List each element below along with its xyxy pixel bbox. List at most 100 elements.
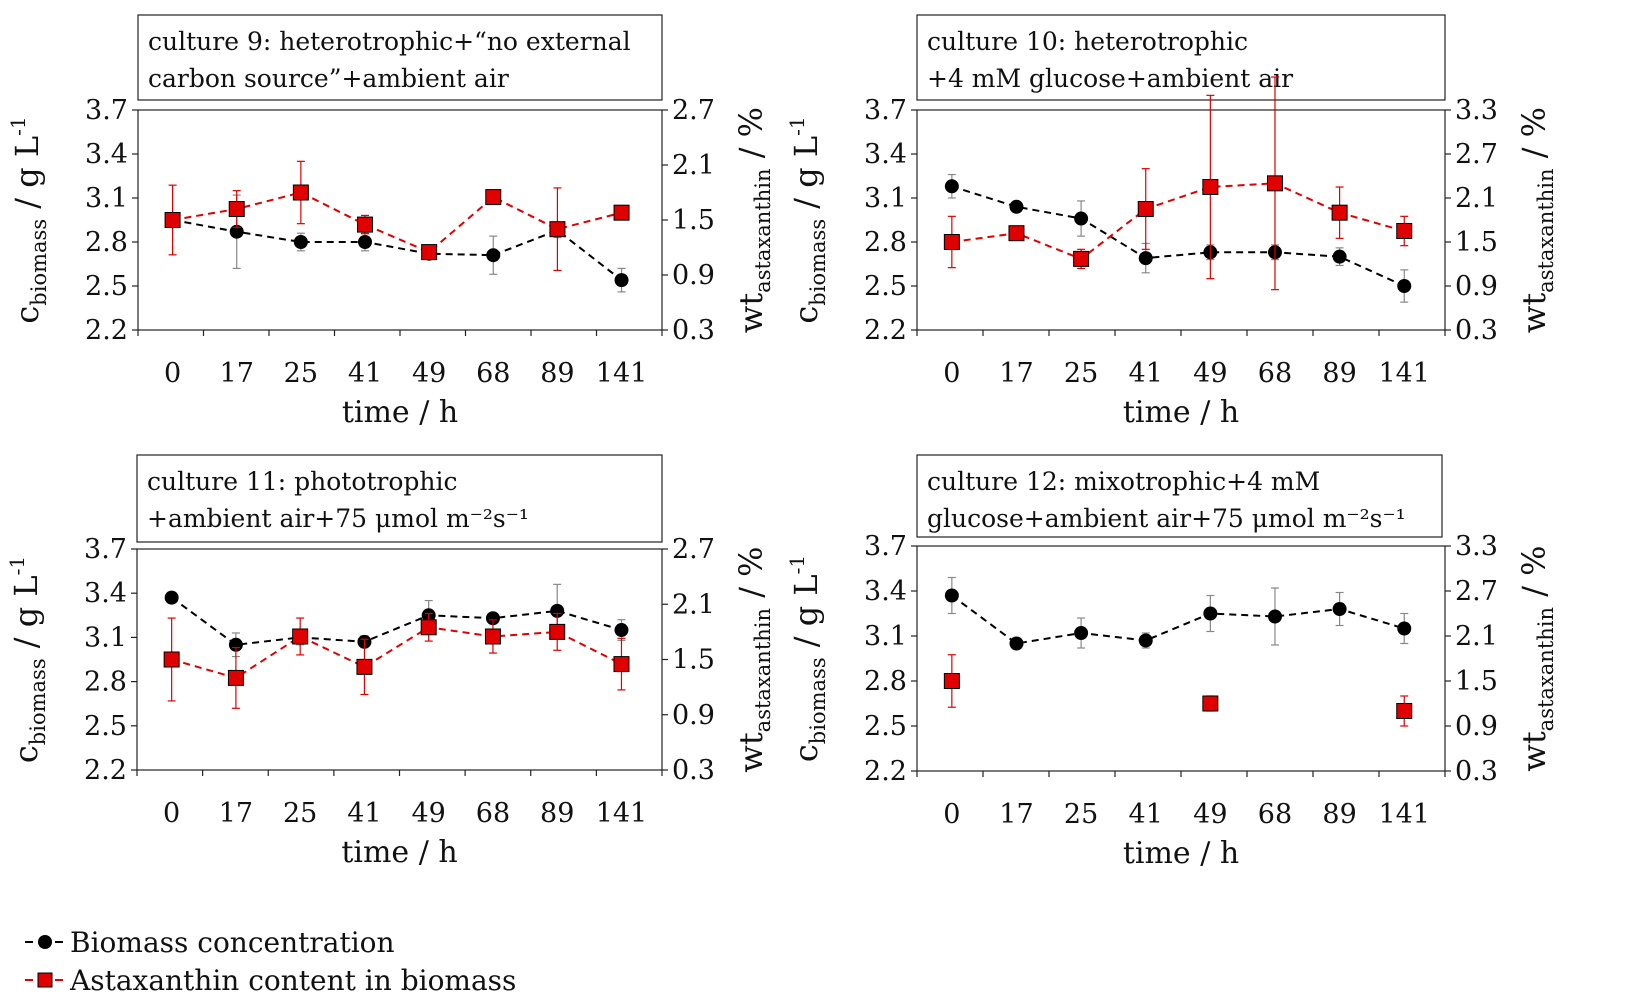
data-point-biomass: [1397, 621, 1412, 636]
y-right-tick-label: 3.3: [1455, 531, 1498, 562]
chart-panel-3: 2.2 2.5 2.8 3.1 3.4 3.7 0.3 0.9 1.5 2.1 2.7 0 17 25 41…: [5, 454, 775, 870]
y-left-tick-label: 3.4: [85, 139, 128, 170]
data-point-astaxanthin: [421, 244, 438, 261]
data-point-biomass: [1009, 199, 1024, 214]
x-tick-label: 17: [219, 798, 253, 829]
legend-item-biomass: Biomass concentration: [25, 926, 395, 959]
y-left-tick-label: 2.5: [85, 271, 128, 302]
y-left-tick-label: 2.8: [864, 666, 907, 697]
chart-panels: 2.2 2.5 2.8 3.1 3.4 3.7 0.3 0.9 1.5 2.1 2.7 0 17 25 41…: [5, 14, 1558, 871]
data-point-biomass: [944, 588, 959, 603]
series-line: [951, 594, 1405, 645]
y-right-tick-label: 1.5: [1455, 666, 1498, 697]
y-left-axis-title: cbiomass / g L-1: [785, 116, 830, 323]
x-tick-label: 0: [164, 358, 181, 389]
data-point-astaxanthin: [549, 221, 566, 238]
data-point-astaxanthin: [420, 619, 437, 636]
x-tick-label: 49: [412, 358, 446, 389]
y-left-tick-label: 2.2: [85, 315, 128, 346]
data-point-astaxanthin: [1073, 250, 1090, 267]
data-point-biomass: [614, 623, 629, 638]
y-left-tick-label: 2.5: [84, 711, 127, 742]
legend-astaxanthin-label: Astaxanthin content in biomass: [69, 964, 516, 997]
y-right-axis-title: wtastaxanthin / %: [1515, 545, 1558, 771]
y-right-tick-label: 1.5: [672, 645, 715, 676]
y-left-tick-label: 3.7: [85, 95, 128, 126]
y-left-tick-label: 3.1: [864, 621, 907, 652]
y-right-tick-label: 0.3: [672, 755, 715, 786]
y-left-axis-title: cbiomass / g L-1: [785, 555, 830, 762]
y-right-tick-label: 2.1: [1455, 183, 1498, 214]
y-right-tick-label: 0.9: [1455, 271, 1498, 302]
y-right-tick-label: 2.7: [672, 95, 715, 126]
data-point-astaxanthin: [613, 204, 630, 221]
y-left-tick-label: 2.2: [864, 315, 907, 346]
y-right-tick-label: 2.7: [1455, 576, 1498, 607]
y-left-tick-label: 3.7: [864, 95, 907, 126]
y-right-axis-title: wtastaxanthin / %: [732, 107, 775, 333]
x-tick-label: 141: [596, 358, 648, 389]
x-tick-label: 141: [596, 798, 648, 829]
y-right-tick-label: 1.5: [1455, 227, 1498, 258]
x-tick-label: 0: [943, 799, 960, 830]
x-tick-label: 25: [283, 798, 317, 829]
data-point-astaxanthin: [163, 651, 180, 668]
series-astaxanthin: [943, 654, 1413, 727]
y-left-tick-label: 2.5: [864, 711, 907, 742]
y-left-axis-title: cbiomass / g L-1: [6, 116, 51, 323]
y-right-tick-label: 2.7: [1455, 139, 1498, 170]
title-line-1: culture 10: heterotrophic: [927, 27, 1248, 56]
data-point-biomass: [1009, 636, 1024, 651]
title-box: [916, 454, 1443, 538]
data-point-astaxanthin: [292, 184, 309, 201]
plot-area: [137, 109, 663, 331]
x-tick-label: 25: [1064, 799, 1098, 830]
series-biomass: [944, 576, 1412, 651]
y-left-tick-label: 3.1: [84, 622, 127, 653]
y-right-tick-label: 2.7: [672, 534, 715, 565]
title-box: [916, 14, 1446, 101]
y-left-tick-label: 3.4: [864, 139, 907, 170]
data-point-astaxanthin: [1008, 225, 1025, 242]
x-axis-title: time / h: [342, 395, 458, 430]
data-point-biomass: [1267, 609, 1282, 624]
y-left-tick-label: 2.2: [864, 756, 907, 787]
x-tick-label: 41: [1129, 358, 1163, 389]
plot-area: [136, 548, 663, 771]
data-point-astaxanthin: [485, 189, 502, 206]
title-line-1: culture 11: phototrophic: [147, 467, 458, 496]
chart-panel-2: 2.2 2.5 2.8 3.1 3.4 3.7 0.3 0.9 1.5 2.1 2.7 3.3 0 17 2…: [785, 14, 1558, 430]
data-point-astaxanthin: [1266, 175, 1283, 192]
chart-panel-4: 2.2 2.5 2.8 3.1 3.4 3.7 0.3 0.9 1.5 2.1 2.7 3.3 0 17 2…: [785, 454, 1558, 871]
series-biomass: [944, 173, 1412, 303]
data-point-astaxanthin: [613, 656, 630, 673]
y-right-tick-label: 1.5: [672, 205, 715, 236]
x-tick-label: 68: [476, 798, 510, 829]
y-right-tick-label: 0.9: [672, 260, 715, 291]
data-point-biomass: [1074, 626, 1089, 640]
series-astaxanthin: [163, 612, 630, 709]
data-point-astaxanthin: [549, 623, 566, 640]
data-point-biomass: [1397, 279, 1412, 293]
x-tick-label: 89: [540, 358, 574, 389]
y-right-tick-label: 2.1: [672, 150, 715, 181]
plot-area: [916, 545, 1446, 772]
data-point-biomass: [485, 611, 500, 626]
x-tick-label: 17: [220, 358, 254, 389]
data-point-astaxanthin: [1396, 223, 1413, 239]
x-tick-label: 25: [1064, 358, 1098, 389]
title-line-2: +ambient air+75 μmol m⁻²s⁻¹: [147, 504, 529, 533]
data-point-astaxanthin: [356, 658, 373, 675]
series-line: [951, 185, 1405, 287]
x-tick-label: 68: [1258, 799, 1292, 830]
x-tick-label: 49: [412, 798, 446, 829]
data-point-biomass: [1138, 633, 1153, 648]
y-left-tick-label: 2.8: [864, 227, 907, 258]
series-line: [172, 191, 622, 254]
y-left-axis-title: cbiomass / g L-1: [5, 556, 50, 763]
data-point-astaxanthin: [943, 673, 960, 689]
title-line-2: +4 mM glucose+ambient air: [927, 64, 1293, 93]
x-tick-label: 0: [163, 798, 180, 829]
y-right-tick-label: 0.3: [672, 315, 715, 346]
title-box: [137, 14, 663, 101]
